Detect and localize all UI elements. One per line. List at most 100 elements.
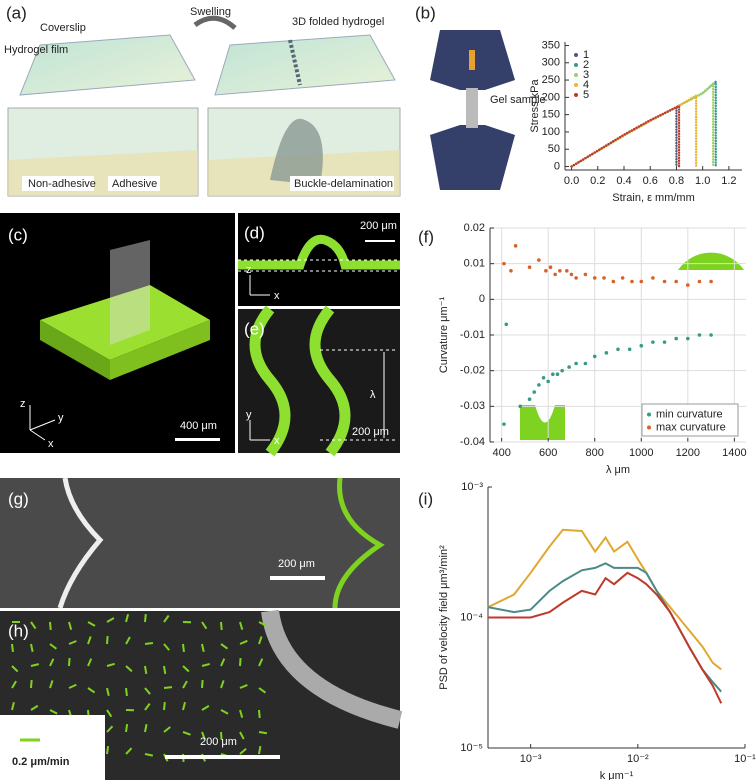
point (686, 283, 690, 287)
panel-label: (g) (8, 489, 29, 508)
arrow (144, 687, 151, 695)
point (583, 361, 588, 366)
y-tick-label: 150 (542, 109, 560, 121)
arrow (163, 726, 171, 733)
y-axis-label: Stress kPa (529, 79, 541, 133)
arrow (144, 753, 154, 757)
point (627, 347, 632, 352)
panel-label: (c) (8, 225, 28, 244)
panel-label: (i) (418, 489, 433, 508)
x-tick-label: 10⁻¹ (734, 753, 756, 765)
y-tick-label: -0.02 (460, 365, 485, 377)
y-axis-label: Curvature μm⁻¹ (438, 297, 450, 374)
arrow (11, 680, 17, 689)
panel-label: (b) (415, 3, 436, 22)
x-tick-label: 600 (539, 447, 557, 459)
point (574, 361, 578, 366)
x-tick-label: 800 (586, 447, 604, 459)
profile (238, 234, 400, 270)
arrow (182, 665, 190, 673)
arrow (87, 636, 92, 645)
point (583, 272, 588, 277)
point (651, 340, 655, 344)
arrow (201, 621, 208, 630)
point (502, 261, 506, 266)
arrow (239, 621, 244, 630)
point (527, 397, 532, 402)
point (553, 272, 557, 277)
arrow (106, 687, 110, 697)
arrow (258, 636, 263, 645)
arrow (239, 748, 247, 755)
arrow (220, 658, 226, 667)
arrow (68, 683, 77, 689)
panel-label: (h) (8, 621, 29, 640)
block-top (40, 285, 210, 360)
label: x (274, 435, 280, 447)
y-tick-label: 350 (542, 39, 560, 51)
y-tick-label: -0.01 (460, 329, 485, 341)
y-tick-label: 10⁻⁵ (460, 742, 483, 754)
legend-marker (574, 73, 578, 77)
velocity-arrows (11, 613, 268, 763)
label: x (48, 438, 54, 450)
x-tick-label: 0.0 (564, 175, 579, 187)
fold (288, 39, 302, 86)
arrow (30, 704, 39, 711)
axes (249, 275, 270, 296)
panel-label: (f) (418, 227, 434, 246)
arrow (163, 686, 173, 689)
arrow (220, 709, 229, 715)
arrow (49, 643, 58, 650)
arrow (163, 665, 167, 675)
arrow (239, 731, 245, 740)
point (674, 279, 678, 284)
film-left (19, 34, 196, 96)
scale-bar (365, 240, 395, 242)
arrow (201, 662, 210, 667)
point (662, 279, 667, 284)
arrow (125, 687, 128, 697)
legend-marker (574, 93, 578, 97)
point (592, 276, 597, 280)
x-tick-label: 0.4 (616, 175, 631, 187)
scale-bar (270, 576, 325, 580)
point (592, 354, 597, 359)
arrow (258, 709, 261, 719)
panel-c: (c) z y x 400 μm (0, 213, 235, 453)
legend-box (641, 403, 739, 437)
label: 200 μm (352, 426, 389, 438)
point (509, 269, 513, 273)
label: 400 μm (180, 420, 217, 432)
label-box (290, 176, 394, 191)
block-side (110, 320, 210, 380)
panel-e: (e) λ y x 200 μm (238, 305, 400, 457)
arrow (49, 658, 55, 667)
arrow (182, 731, 191, 736)
point (620, 276, 625, 280)
point (537, 258, 541, 262)
legend-label: 2 (583, 59, 589, 71)
arrow (220, 680, 225, 689)
point (639, 279, 644, 284)
label: Buckle-delamination (294, 178, 393, 190)
point (502, 422, 506, 426)
legend-marker (574, 53, 578, 57)
y-tick-label: -0.03 (460, 400, 485, 412)
legend-marker (574, 83, 578, 87)
arrow (220, 643, 229, 650)
point (565, 269, 569, 273)
panel-label: (a) (6, 3, 27, 22)
point (504, 322, 509, 327)
guide (320, 349, 395, 441)
arrow (30, 679, 33, 689)
arrow (106, 662, 115, 667)
arrow (106, 617, 115, 623)
label: Adhesive (112, 178, 157, 190)
arrow (163, 701, 166, 711)
x-tick-label: 1000 (629, 447, 653, 459)
point (551, 372, 555, 377)
point (567, 365, 571, 369)
legend-marker (647, 412, 651, 417)
